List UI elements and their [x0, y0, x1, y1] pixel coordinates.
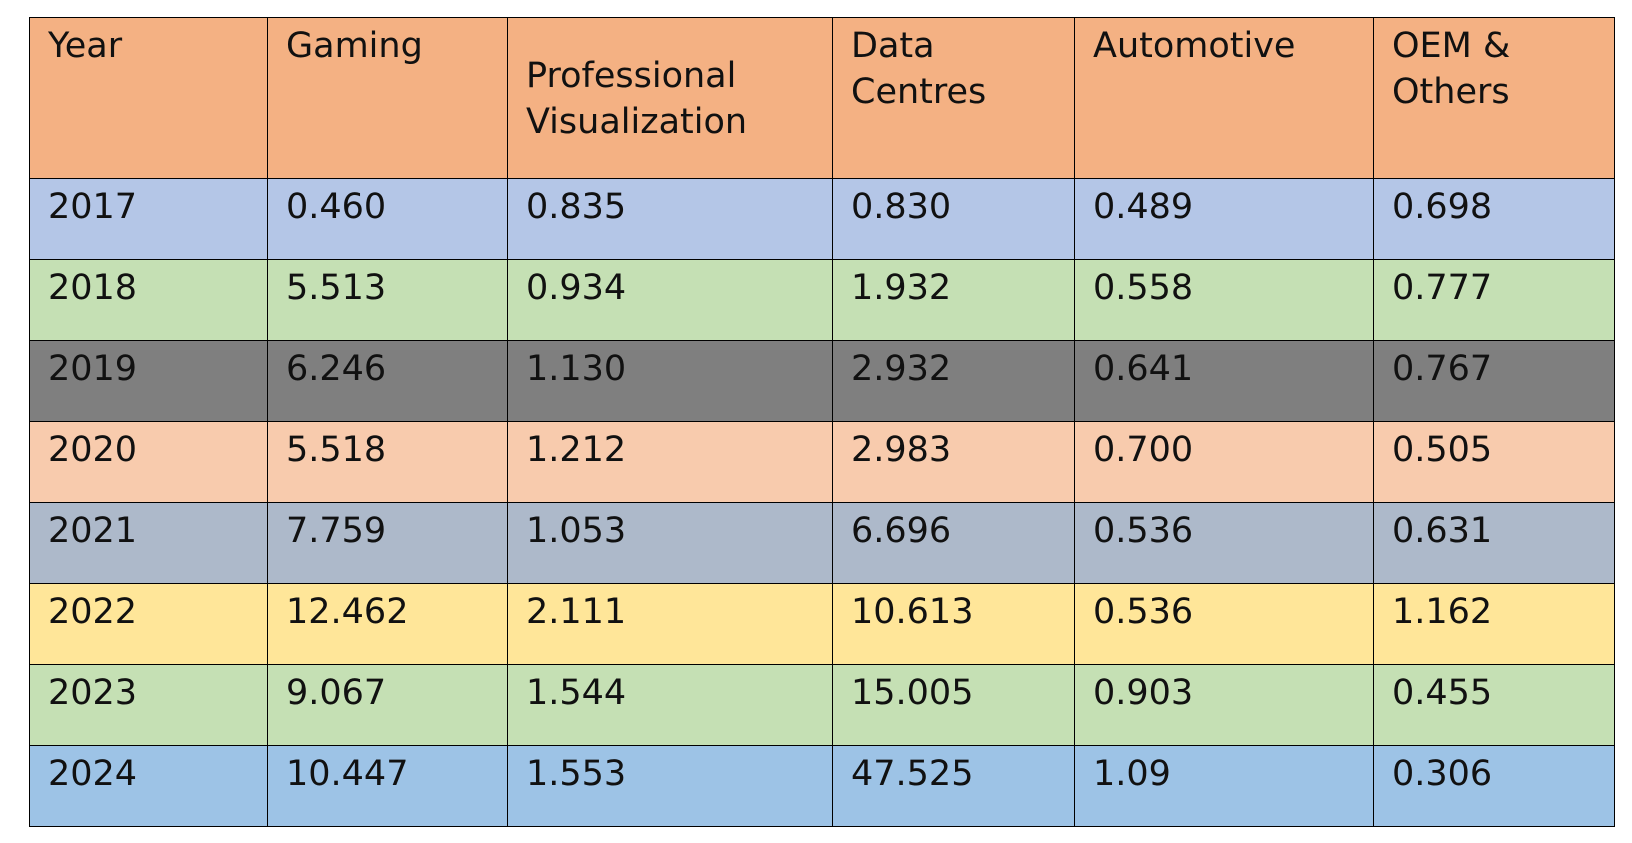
table-body: 2017 0.460 0.835 0.830 0.489 0.698 2018 5.513 0.…	[29, 178, 1615, 827]
value-cell: 0.700	[1074, 421, 1374, 503]
value-cell: 0.777	[1373, 259, 1615, 341]
year-cell: 2023	[29, 664, 268, 746]
value-cell: 0.641	[1074, 340, 1374, 422]
value-cell: 0.767	[1373, 340, 1615, 422]
value-cell: 1.212	[507, 421, 833, 503]
value-cell: 2.111	[507, 583, 833, 665]
value-cell: 1.553	[507, 745, 833, 827]
table-row: 2020 5.518 1.212 2.983 0.700 0.505	[29, 421, 1615, 503]
value-cell: 0.631	[1373, 502, 1615, 584]
header-cell: Data Centres	[832, 17, 1075, 179]
year-cell: 2019	[29, 340, 268, 422]
value-cell: 1.130	[507, 340, 833, 422]
value-cell: 1.09	[1074, 745, 1374, 827]
value-cell: 0.455	[1373, 664, 1615, 746]
header-cell: Year	[29, 17, 268, 179]
year-cell: 2020	[29, 421, 268, 503]
value-cell: 0.306	[1373, 745, 1615, 827]
year-cell: 2024	[29, 745, 268, 827]
value-cell: 1.053	[507, 502, 833, 584]
header-cell: Automotive	[1074, 17, 1374, 179]
value-cell: 2.932	[832, 340, 1075, 422]
value-cell: 0.903	[1074, 664, 1374, 746]
header-cell: Gaming	[267, 17, 508, 179]
data-table: Year Gaming Professional Visualization Data…	[29, 17, 1615, 827]
value-cell: 0.536	[1074, 583, 1374, 665]
year-cell: 2018	[29, 259, 268, 341]
value-cell: 6.246	[267, 340, 508, 422]
value-cell: 7.759	[267, 502, 508, 584]
table-row: 2019 6.246 1.130 2.932 0.641 0.767	[29, 340, 1615, 422]
table-header: Year Gaming Professional Visualization Data…	[29, 17, 1615, 179]
value-cell: 5.513	[267, 259, 508, 341]
value-cell: 0.505	[1373, 421, 1615, 503]
value-cell: 12.462	[267, 583, 508, 665]
value-cell: 15.005	[832, 664, 1075, 746]
header-cell: OEM & Others	[1373, 17, 1615, 179]
table-row: 2021 7.759 1.053 6.696 0.536 0.631	[29, 502, 1615, 584]
table-row: 2018 5.513 0.934 1.932 0.558 0.777	[29, 259, 1615, 341]
value-cell: 10.447	[267, 745, 508, 827]
value-cell: 47.525	[832, 745, 1075, 827]
value-cell: 0.698	[1373, 178, 1615, 260]
value-cell: 2.983	[832, 421, 1075, 503]
value-cell: 5.518	[267, 421, 508, 503]
value-cell: 10.613	[832, 583, 1075, 665]
value-cell: 0.460	[267, 178, 508, 260]
table-row: 2022 12.462 2.111 10.613 0.536 1.162	[29, 583, 1615, 665]
year-cell: 2022	[29, 583, 268, 665]
table-row: 2023 9.067 1.544 15.005 0.903 0.455	[29, 664, 1615, 746]
value-cell: 6.696	[832, 502, 1075, 584]
value-cell: 0.934	[507, 259, 833, 341]
value-cell: 0.835	[507, 178, 833, 260]
value-cell: 0.558	[1074, 259, 1374, 341]
value-cell: 1.162	[1373, 583, 1615, 665]
header-cell: Professional Visualization	[507, 17, 833, 179]
value-cell: 0.830	[832, 178, 1075, 260]
header-row: Year Gaming Professional Visualization Data…	[29, 17, 1615, 179]
year-cell: 2017	[29, 178, 268, 260]
table-row: 2024 10.447 1.553 47.525 1.09 0.306	[29, 745, 1615, 827]
value-cell: 0.536	[1074, 502, 1374, 584]
value-cell: 9.067	[267, 664, 508, 746]
value-cell: 0.489	[1074, 178, 1374, 260]
value-cell: 1.932	[832, 259, 1075, 341]
value-cell: 1.544	[507, 664, 833, 746]
year-cell: 2021	[29, 502, 268, 584]
table-row: 2017 0.460 0.835 0.830 0.489 0.698	[29, 178, 1615, 260]
